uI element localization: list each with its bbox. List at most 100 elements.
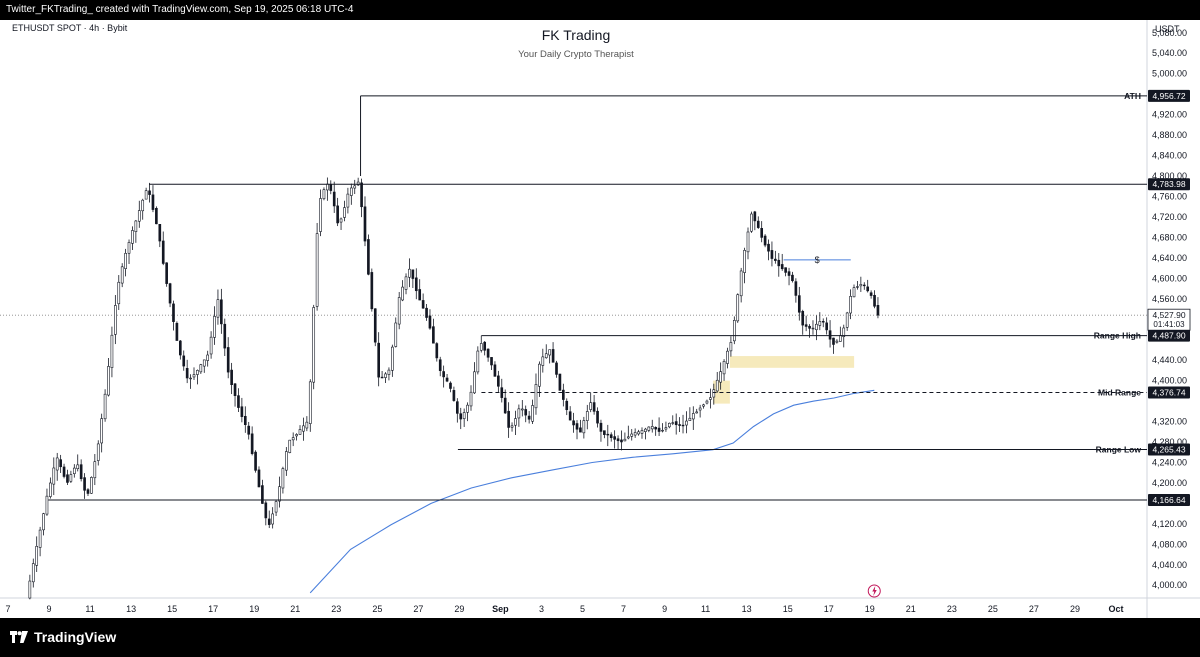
- chart-title: FK Trading: [541, 27, 611, 43]
- chart-frame[interactable]: 5,080.00 5,040.00 5,000.00 4,920.00 4,880.00…: [0, 20, 1200, 618]
- level-price-text: 4,956.72: [1152, 91, 1185, 101]
- candle-body: [729, 342, 733, 352]
- chart-subtitle: Your Daily Crypto Therapist: [518, 49, 634, 60]
- candle-body: [414, 277, 418, 292]
- brand-name: TradingView: [34, 629, 117, 645]
- x-tick-label: 11: [85, 604, 94, 614]
- candle-body: [168, 283, 172, 304]
- candle-body: [257, 469, 261, 488]
- candle-body: [425, 307, 428, 318]
- price-chart[interactable]: 5,080.00 5,040.00 5,000.00 4,920.00 4,880.00…: [0, 20, 1200, 618]
- current-price-badge: [1147, 308, 1191, 331]
- candle-body: [671, 422, 675, 424]
- caption-text: Twitter_FKTrading_ created with TradingV…: [6, 4, 354, 15]
- candle-body: [599, 422, 603, 432]
- candle-body: [869, 292, 873, 296]
- x-tick-label: 9: [662, 604, 667, 614]
- candle-body: [158, 224, 162, 242]
- candle-body: [230, 369, 233, 385]
- candle-body: [678, 424, 681, 426]
- y-tick-label: 4,400.00: [1152, 376, 1187, 386]
- y-tick-label: 4,760.00: [1152, 191, 1187, 201]
- candle-body: [141, 199, 145, 212]
- candle-body: [784, 267, 787, 273]
- x-tick-label: 17: [824, 604, 834, 614]
- candle-body: [705, 400, 709, 404]
- demand-zone: [729, 356, 855, 368]
- candle-body: [688, 417, 692, 421]
- candle-body: [630, 433, 634, 437]
- candle-body: [668, 422, 671, 428]
- x-tick-label: 5: [580, 604, 585, 614]
- candle-body: [353, 185, 357, 189]
- level-price-text: 4,376.74: [1152, 388, 1185, 398]
- candle-body: [473, 371, 476, 394]
- candle-body: [650, 426, 654, 430]
- countdown-text: 01:41:03: [1153, 320, 1185, 329]
- y-tick-label: 4,720.00: [1152, 212, 1187, 222]
- tradingview-logo-icon: [10, 631, 28, 643]
- bottom-brand-bar: TradingView: [0, 618, 1200, 657]
- candle-body: [507, 410, 510, 428]
- y-tick-label: 4,320.00: [1152, 417, 1187, 427]
- candle-body: [555, 362, 558, 375]
- candle-body: [315, 233, 319, 307]
- x-tick-label: 15: [783, 604, 793, 614]
- candle-body: [442, 371, 445, 378]
- candle-body: [575, 423, 579, 430]
- candle-body: [510, 425, 514, 428]
- x-tick-label: 19: [865, 604, 875, 614]
- candle-body: [404, 276, 408, 290]
- x-tick-label: 23: [947, 604, 957, 614]
- x-tick-label: 7: [621, 604, 626, 614]
- candle-body: [750, 213, 753, 232]
- candle-body: [828, 330, 832, 340]
- x-tick-label: 11: [701, 604, 710, 614]
- axis-unit-label: USDT: [1155, 24, 1180, 34]
- candle-body: [401, 286, 404, 301]
- candle-body: [797, 295, 801, 313]
- candle-body: [770, 250, 774, 259]
- candle-body: [137, 210, 141, 222]
- candle-body: [626, 436, 630, 439]
- candle-body: [432, 326, 435, 344]
- candle-body: [134, 220, 138, 232]
- candle-body: [237, 395, 240, 408]
- candle-body: [298, 429, 302, 435]
- candle-body: [131, 230, 134, 244]
- candle-body: [103, 393, 107, 420]
- candle-body: [479, 343, 483, 351]
- candle-body: [69, 474, 73, 482]
- candle-body: [38, 529, 42, 548]
- level-price-badge: [1148, 493, 1190, 506]
- candle-body: [801, 310, 805, 326]
- y-tick-label: 4,280.00: [1152, 437, 1187, 447]
- candle-body: [674, 421, 678, 426]
- candle-body: [31, 563, 35, 583]
- candle-body: [452, 390, 456, 401]
- y-tick-label: 4,840.00: [1152, 151, 1187, 161]
- candle-body: [497, 375, 500, 387]
- level-price-text: 4,166.64: [1152, 495, 1185, 505]
- candle-body: [736, 294, 740, 322]
- y-tick-label: 5,000.00: [1152, 69, 1187, 79]
- candle-body: [644, 428, 647, 432]
- x-tick-label: Sep: [492, 604, 509, 614]
- y-tick-label: 4,000.00: [1152, 580, 1187, 590]
- y-tick-label: 4,120.00: [1152, 519, 1187, 529]
- candle-body: [79, 464, 83, 480]
- candle-body: [582, 420, 586, 434]
- candle-body: [493, 364, 497, 377]
- candle-body: [698, 407, 702, 411]
- candle-body: [93, 461, 97, 479]
- candle-body: [319, 198, 322, 232]
- candle-body: [124, 253, 127, 269]
- x-tick-label: 19: [249, 604, 259, 614]
- candle-body: [746, 231, 750, 253]
- candle-body: [767, 243, 770, 252]
- candle-body: [49, 482, 52, 497]
- x-tick-label: 25: [988, 604, 998, 614]
- candle-body: [753, 211, 757, 222]
- candle-body: [592, 402, 596, 412]
- candle-body: [240, 406, 244, 417]
